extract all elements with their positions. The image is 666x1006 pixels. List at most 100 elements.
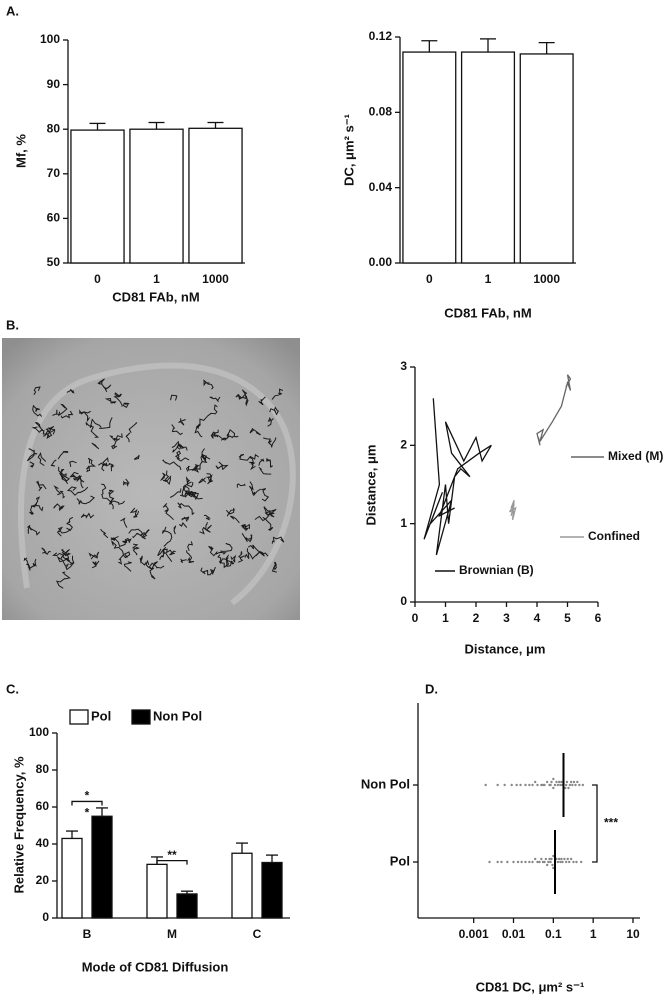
track (181, 487, 188, 497)
bar (402, 51, 457, 264)
track (206, 473, 212, 479)
x-tick-label: 1 (590, 927, 597, 941)
track (178, 418, 186, 426)
y-tick-label: 70 (47, 166, 61, 180)
track (258, 458, 265, 466)
track (52, 409, 61, 416)
track (88, 551, 100, 560)
data-point (540, 783, 543, 787)
track (218, 557, 229, 565)
data-point (506, 860, 509, 864)
y-tick-label: 50 (47, 255, 61, 269)
data-point (543, 860, 546, 864)
track (225, 508, 235, 517)
track (248, 481, 262, 496)
data-point (524, 860, 527, 864)
significance-bracket (71, 800, 103, 806)
track (267, 416, 274, 427)
track (230, 515, 240, 524)
error-bar (96, 807, 108, 817)
track (91, 442, 100, 450)
data-point (564, 860, 568, 864)
data-point (510, 783, 513, 787)
legend-label: Brownian (B) (459, 563, 534, 577)
track (171, 424, 183, 436)
bar (519, 53, 574, 264)
track (129, 507, 139, 518)
track (261, 488, 270, 502)
data-point (538, 860, 541, 864)
track (242, 524, 250, 532)
data-point (536, 783, 539, 787)
data-point (552, 786, 555, 790)
y-axis-title: Relative Frequency, % (11, 756, 26, 893)
track (53, 503, 65, 511)
x-axis-title: Mode of CD81 Diffusion (82, 959, 229, 974)
track (159, 548, 165, 560)
data-point (528, 783, 531, 787)
track (101, 483, 113, 504)
data-point (540, 857, 543, 861)
track (58, 403, 68, 417)
bar (460, 51, 516, 264)
track (254, 515, 274, 531)
data-point (564, 783, 568, 787)
track (235, 390, 248, 400)
track (149, 561, 158, 580)
legend-label: Confined (588, 529, 640, 543)
track (194, 424, 203, 438)
track (246, 548, 269, 560)
data-point (552, 866, 555, 870)
legend-swatch (69, 709, 89, 725)
track (208, 545, 227, 557)
x-tick-label: 1 (442, 611, 449, 625)
bar (70, 129, 125, 264)
track (186, 550, 195, 564)
x-tick-label: 10 (626, 927, 640, 941)
x-tick-label: 1 (153, 272, 160, 286)
track (91, 560, 100, 569)
track (133, 454, 140, 460)
cell-outline (18, 362, 296, 606)
bar (91, 815, 113, 919)
track (108, 489, 115, 502)
track (111, 438, 121, 450)
track (61, 549, 72, 557)
track (110, 537, 126, 548)
y-tick-label: 0 (400, 594, 407, 608)
y-tick-label: 80 (36, 762, 50, 776)
data-point (549, 783, 552, 787)
x-tick-label: 1000 (533, 272, 560, 286)
track (195, 404, 218, 429)
track (271, 561, 278, 573)
error-bar (207, 121, 224, 129)
track (128, 422, 138, 434)
track (66, 486, 89, 496)
track (33, 386, 41, 396)
y-axis-title: DC, μm² s⁻¹ (341, 114, 356, 186)
data-point (566, 857, 569, 861)
data-point (496, 860, 499, 864)
track (226, 428, 239, 439)
track (161, 526, 173, 547)
track (125, 432, 131, 443)
trajectory (509, 499, 517, 520)
x-tick-label: 0 (426, 272, 433, 286)
y-tick-label: 60 (36, 799, 50, 813)
panel-label: C. (6, 681, 19, 696)
track (76, 495, 95, 505)
track (56, 571, 71, 589)
track (266, 458, 273, 468)
bar (231, 852, 253, 919)
track (162, 470, 172, 486)
x-tick-label: M (167, 927, 177, 941)
track (58, 466, 64, 481)
track (262, 506, 277, 520)
data-point (569, 780, 573, 784)
data-point (556, 783, 560, 787)
data-point (550, 857, 553, 861)
data-point (552, 854, 555, 858)
data-point (571, 783, 574, 787)
track (26, 525, 31, 534)
x-tick-label: 1 (485, 272, 492, 286)
